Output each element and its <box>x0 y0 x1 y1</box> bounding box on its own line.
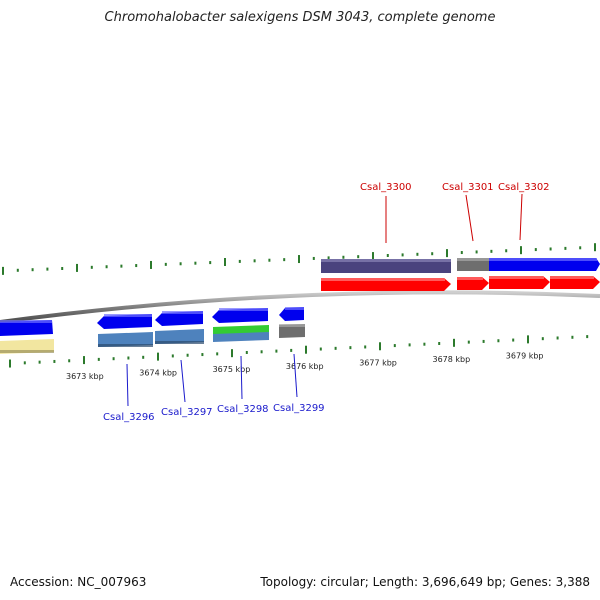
gene-csal-3298[interactable] <box>212 308 268 323</box>
label-csal-3296[interactable]: Csal_3296 <box>103 412 155 423</box>
label-leaders <box>126 193 523 407</box>
feature-purple[interactable] <box>321 259 451 273</box>
cds-csal-3296[interactable] <box>98 332 153 347</box>
accession-text: Accession: NC_007963 <box>10 575 147 589</box>
genome-backbone <box>0 290 600 324</box>
cds-next[interactable] <box>550 276 600 289</box>
lower-feature-track <box>0 307 305 354</box>
label-csal-3300[interactable]: Csal_3300 <box>360 182 412 193</box>
tick-label: 3676 kbp <box>286 362 324 371</box>
tick-label: 3679 kbp <box>506 352 544 361</box>
gene-csal-3297[interactable] <box>155 311 203 326</box>
tick-label: 3673 kbp <box>66 372 104 381</box>
cds-csal-3301[interactable] <box>457 277 489 290</box>
gene-csal-3299[interactable] <box>279 307 304 321</box>
feature-gray-lower[interactable] <box>279 324 305 338</box>
page-title: Chromohalobacter salexigens DSM 3043, co… <box>104 10 496 25</box>
tick-label: 3678 kbp <box>433 355 471 364</box>
tick-labels: 3673 kbp 3674 kbp 3675 kbp 3676 kbp 3677 kbp… <box>66 352 544 381</box>
label-csal-3298[interactable]: Csal_3298 <box>217 404 269 415</box>
tick-label: 3675 kbp <box>213 365 251 374</box>
tick-label: 3674 kbp <box>139 369 177 378</box>
cds-csal-3300[interactable] <box>321 278 451 291</box>
top-gene-labels: Csal_3300 Csal_3301 Csal_3302 <box>360 182 550 193</box>
cds-csal-3297[interactable] <box>155 329 204 344</box>
bottom-gene-labels: Csal_3296 Csal_3297 Csal_3298 Csal_3299 <box>103 403 325 423</box>
label-csal-3297[interactable]: Csal_3297 <box>161 407 213 418</box>
cds-csal-3298[interactable] <box>213 332 269 342</box>
genome-stats-text: Topology: circular; Length: 3,696,649 bp… <box>260 575 590 589</box>
upper-tick-row <box>2 243 596 275</box>
gene-csal-3302-upper[interactable] <box>489 258 600 271</box>
tick-label: 3677 kbp <box>359 358 397 367</box>
label-csal-3301[interactable]: Csal_3301 <box>442 182 494 193</box>
lower-tick-row <box>9 335 589 368</box>
label-csal-3302[interactable]: Csal_3302 <box>498 182 550 193</box>
gene-left-edge[interactable] <box>0 320 53 336</box>
label-csal-3299[interactable]: Csal_3299 <box>273 403 325 414</box>
upper-feature-track <box>321 258 600 291</box>
feature-gray-upper[interactable] <box>457 258 489 271</box>
cds-csal-3302[interactable] <box>489 276 550 289</box>
gene-csal-3296[interactable] <box>97 314 152 329</box>
